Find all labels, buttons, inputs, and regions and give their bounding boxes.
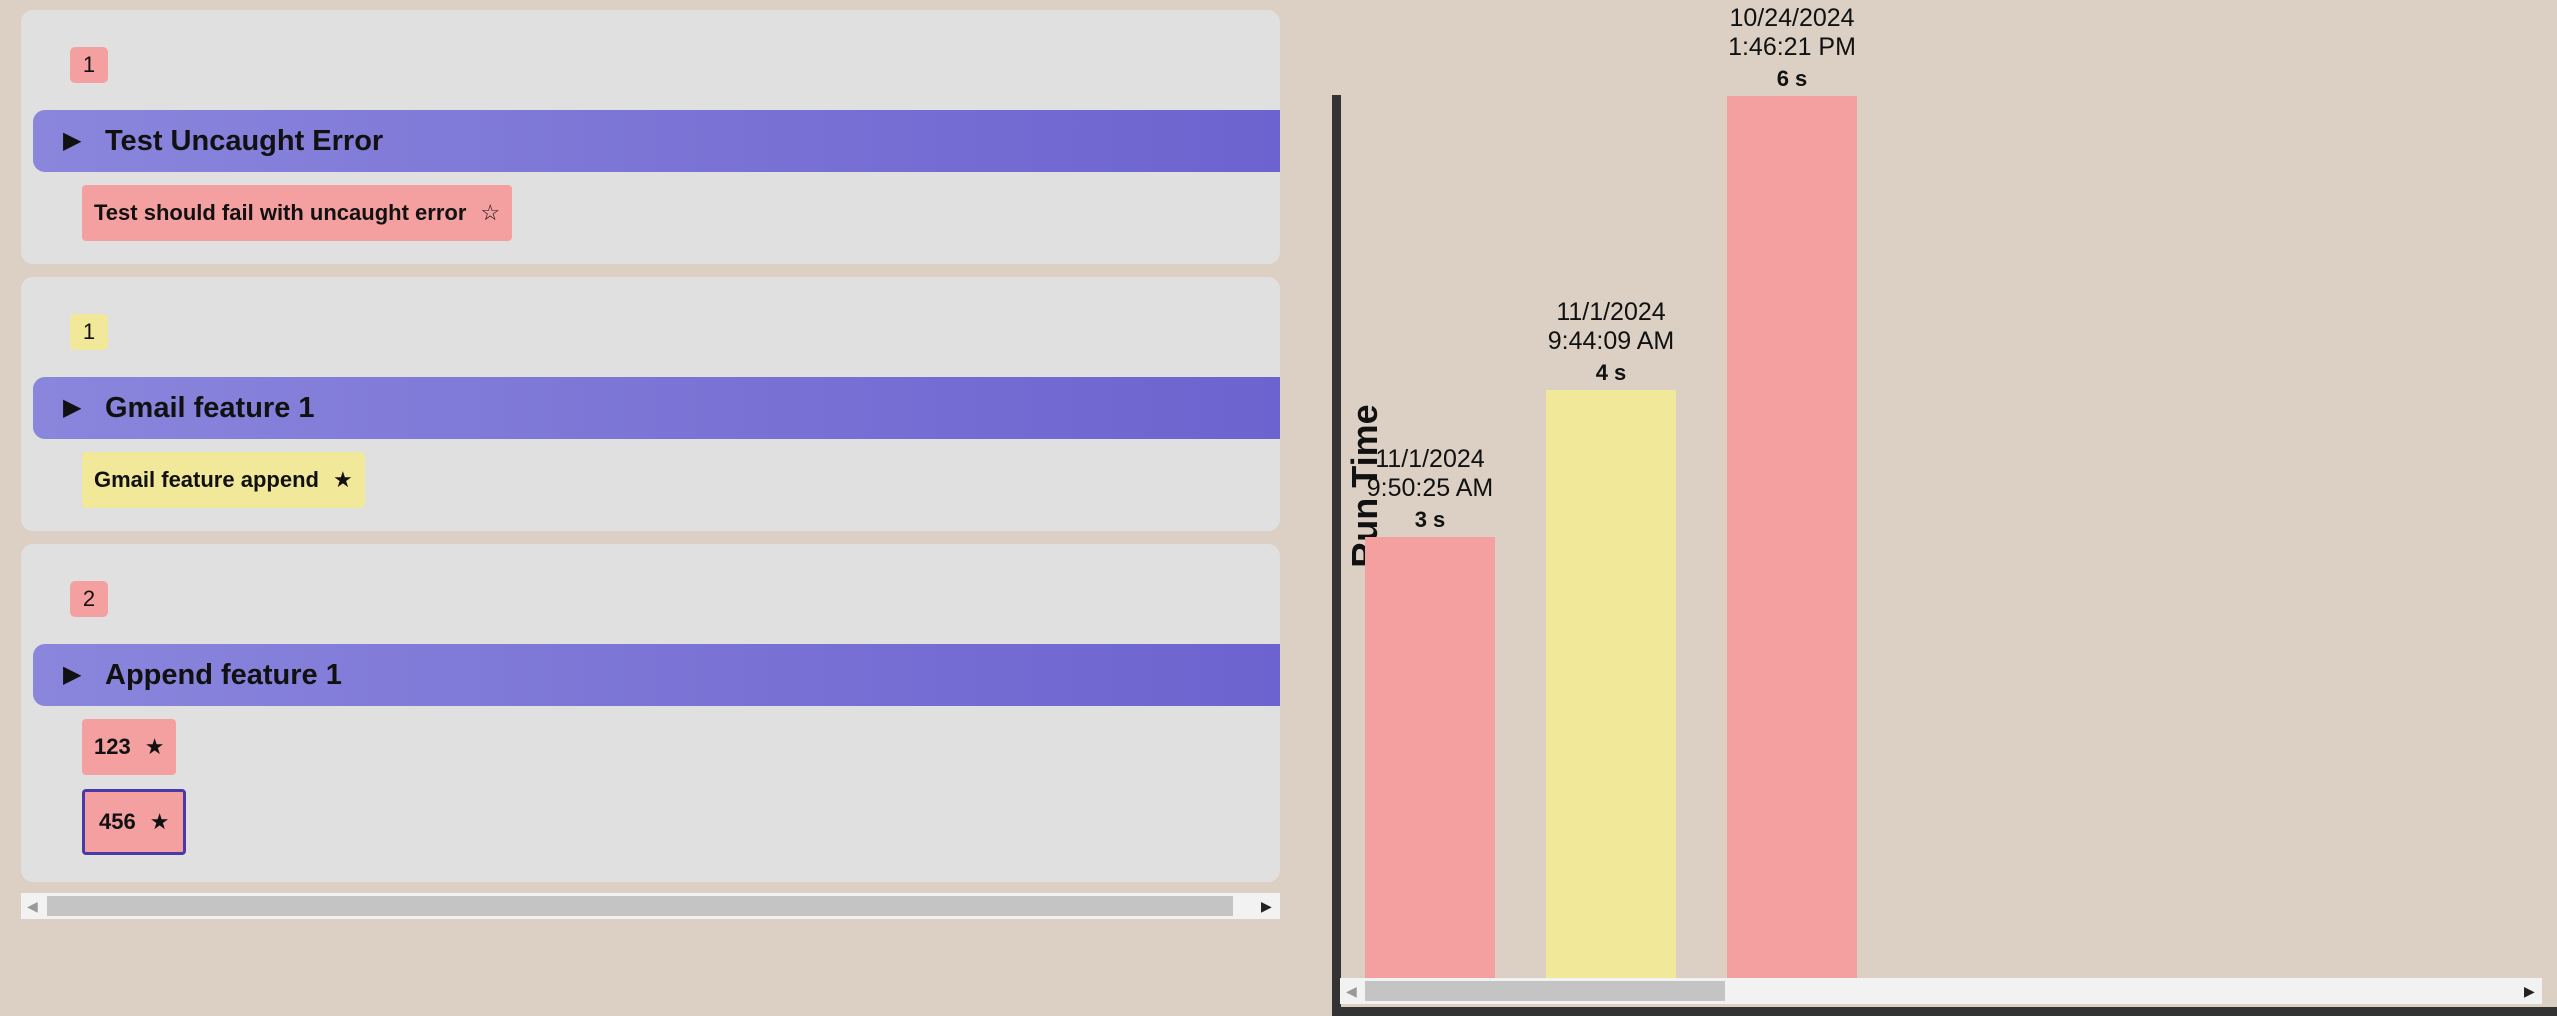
bar-value-label: 6 s — [1777, 66, 1808, 91]
scenario-item[interactable]: Gmail feature append ★ — [82, 452, 365, 508]
bar-date-label: 11/1/2024 — [1375, 445, 1484, 473]
scenario-item[interactable]: Test should fail with uncaught error ☆ — [82, 185, 513, 241]
scroll-right-arrow-icon[interactable]: ▶ — [2524, 983, 2535, 999]
y-axis-line — [1332, 95, 1341, 1015]
feature-title: Gmail feature 1 — [105, 392, 315, 424]
feature-header[interactable]: ▶ Append feature 1 — [33, 644, 1280, 706]
bar-date-label: 1:46:21 PM — [1728, 33, 1856, 61]
bar-value-label: 3 s — [1415, 507, 1446, 532]
bar-date-label: 10/24/2024 — [1729, 4, 1854, 32]
scenario-label: 456 — [99, 809, 136, 834]
run-time-chart: Run Time — [1290, 0, 2557, 1016]
scrollbar-thumb[interactable] — [47, 896, 1233, 916]
scrollbar-thumb[interactable] — [1365, 981, 1725, 1001]
scenario-count-badge: 1 — [70, 47, 108, 83]
scenario-count-badge: 2 — [70, 581, 108, 617]
bar-date-label: 9:50:25 AM — [1367, 474, 1493, 502]
x-axis-line — [1332, 1007, 2557, 1016]
feature-header[interactable]: ▶ Test Uncaught Error — [33, 110, 1280, 172]
features-panel: 1 ▶ Test Uncaught Error Test should fail… — [21, 10, 1280, 919]
scenario-item[interactable]: 123 ★ — [82, 719, 177, 775]
expand-triangle-icon[interactable]: ▶ — [63, 127, 82, 154]
star-outline-icon[interactable]: ☆ — [480, 200, 501, 225]
expand-triangle-icon[interactable]: ▶ — [63, 394, 82, 421]
feature-card: 1 ▶ Gmail feature 1 Gmail feature append… — [21, 277, 1280, 531]
bar-date-label: 9:44:09 AM — [1548, 327, 1674, 355]
feature-header[interactable]: ▶ Gmail feature 1 — [33, 377, 1280, 439]
star-filled-icon[interactable]: ★ — [149, 809, 170, 834]
star-filled-icon[interactable]: ★ — [332, 467, 353, 492]
scenario-label: Test should fail with uncaught error — [94, 200, 467, 225]
chart-bar[interactable] — [1365, 537, 1495, 978]
scroll-right-arrow-icon[interactable]: ▶ — [1261, 898, 1272, 914]
scenario-item-selected[interactable]: 456 ★ — [82, 789, 187, 855]
bar-value-label: 4 s — [1596, 360, 1627, 385]
expand-triangle-icon[interactable]: ▶ — [63, 661, 82, 688]
chart-horizontal-scrollbar[interactable]: ◀ ▶ — [1340, 978, 2542, 1004]
star-filled-icon[interactable]: ★ — [144, 734, 165, 759]
scenario-label: Gmail feature append — [94, 467, 319, 492]
features-horizontal-scrollbar[interactable]: ◀ ▶ — [21, 893, 1280, 919]
scenario-label: 123 — [94, 734, 131, 759]
bar-date-label: 11/1/2024 — [1556, 298, 1665, 326]
scroll-left-arrow-icon[interactable]: ◀ — [27, 898, 38, 914]
chart-bar[interactable] — [1727, 96, 1857, 978]
chart-bar[interactable] — [1546, 390, 1676, 978]
feature-card: 1 ▶ Test Uncaught Error Test should fail… — [21, 10, 1280, 264]
scenario-count-badge: 1 — [70, 314, 108, 350]
feature-title: Append feature 1 — [105, 659, 342, 691]
scroll-left-arrow-icon[interactable]: ◀ — [1346, 983, 1357, 999]
feature-card: 2 ▶ Append feature 1 123 ★ 456 ★ — [21, 544, 1280, 882]
feature-title: Test Uncaught Error — [105, 125, 384, 157]
